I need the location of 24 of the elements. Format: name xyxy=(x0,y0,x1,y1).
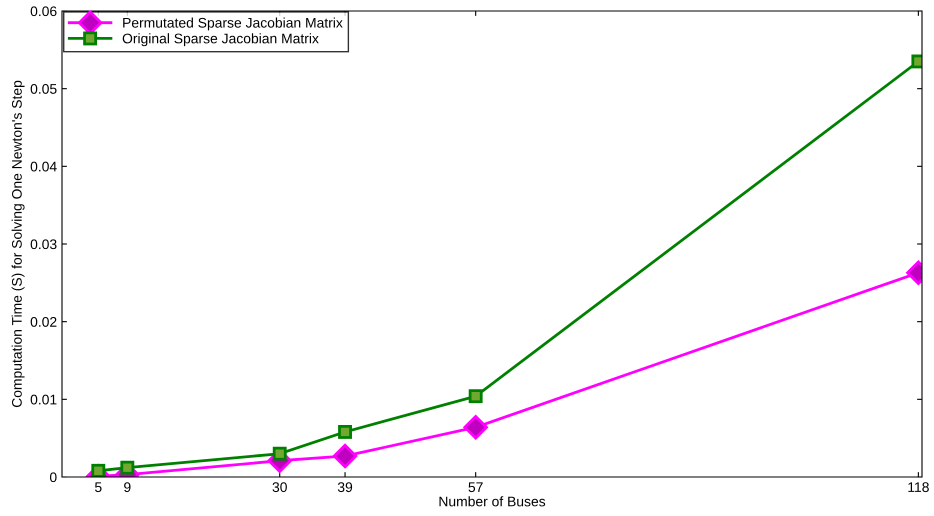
x-tick-label: 118 xyxy=(908,482,929,492)
x-tick-label: 30 xyxy=(272,482,287,492)
point xyxy=(468,389,483,404)
x-tick-label: 39 xyxy=(338,482,352,492)
point xyxy=(272,446,287,461)
y-tick-label: 0 xyxy=(50,472,57,482)
y-tick-label: 0.01 xyxy=(30,394,56,405)
y-tick-label: 0.06 xyxy=(30,6,57,16)
y-tick-label: 0.04 xyxy=(30,162,57,172)
y-tick-label: 0.02 xyxy=(30,317,56,327)
legend-label: Original Sparse Jacobian Matrix xyxy=(122,33,319,46)
x-tick-label: 5 xyxy=(94,482,102,492)
y-axis-title: Computation Time (S) for Solving One Newton's Step xyxy=(12,80,25,408)
point xyxy=(463,415,488,440)
legend-label: Permutated Sparse Jacobian Matrix xyxy=(123,17,343,30)
x-tick-label: 9 xyxy=(124,482,131,492)
point xyxy=(332,444,358,468)
point xyxy=(91,464,106,477)
point xyxy=(338,425,352,439)
x-tick-label: 57 xyxy=(468,482,483,492)
point xyxy=(120,460,134,475)
y-tick-label: 0.05 xyxy=(30,84,57,94)
x-axis-title: Number of Buses xyxy=(439,496,546,506)
y-tick-label: 0.03 xyxy=(30,239,57,250)
